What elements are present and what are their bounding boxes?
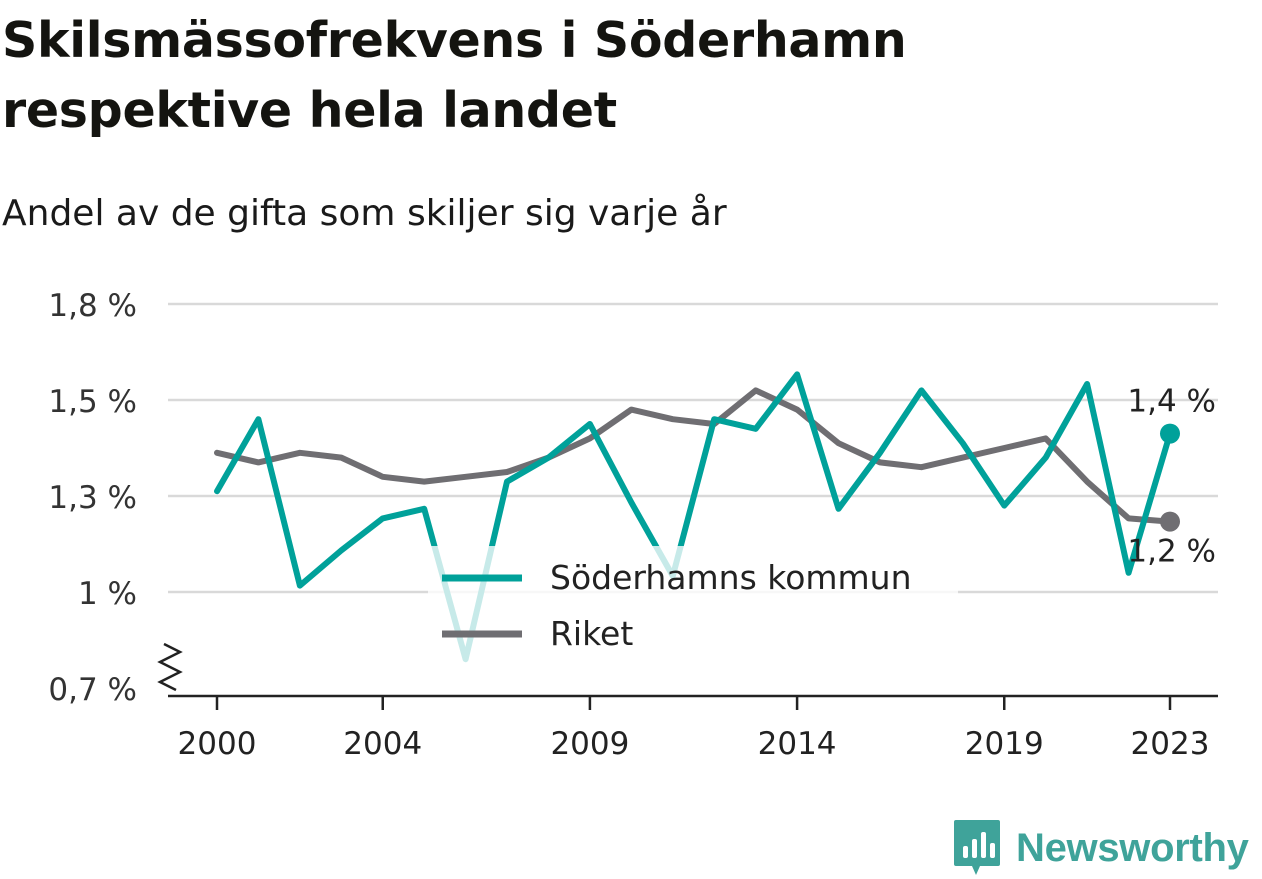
end-label: 1,4 % — [1127, 384, 1216, 420]
x-tick-label: 2014 — [758, 726, 837, 762]
brand: Newsworthy — [952, 818, 1249, 878]
x-tick-label: 2000 — [178, 726, 257, 762]
series-line — [214, 387, 1173, 525]
x-tick-label: 2023 — [1131, 726, 1210, 762]
series-lines — [214, 371, 1173, 663]
chart-subtitle: Andel av de gifta som skiljer sig varje … — [2, 193, 727, 234]
y-tick-label: 1,8 % — [48, 288, 137, 324]
y-tick-label: 1 % — [78, 576, 137, 612]
y-tick-label: 1,3 % — [48, 480, 137, 516]
series-line — [214, 371, 1173, 663]
x-axis: 2000 2004 2009 2014 2019 2023 — [157, 642, 1218, 762]
x-tick-label: 2019 — [965, 726, 1044, 762]
end-point — [1160, 423, 1180, 444]
legend-background — [428, 546, 958, 666]
legend-label: Riket — [550, 614, 633, 653]
y-tick-label: 1,5 % — [48, 384, 137, 420]
grid-lines — [168, 302, 1218, 594]
axis-break-icon — [157, 642, 183, 692]
y-tick-label: 0,7 % — [48, 672, 137, 708]
brand-name: Newsworthy — [1016, 825, 1249, 870]
newsworthy-logo-icon — [954, 820, 1000, 875]
end-point — [1160, 511, 1180, 532]
line-chart: 0,7 % 1 % 1,3 % 1,5 % 1,8 % 2000 2004 2009 2014… — [48, 288, 1218, 762]
legend: Söderhamns kommun Riket — [428, 546, 958, 666]
x-tick-label: 2004 — [343, 726, 422, 762]
end-label: 1,2 % — [1127, 534, 1216, 570]
y-axis-ticks: 0,7 % 1 % 1,3 % 1,5 % 1,8 % — [48, 288, 137, 708]
x-tick-label: 2009 — [550, 726, 629, 762]
chart-title: Skilsmässofrekvens i Söderhamn respektiv… — [2, 12, 907, 139]
end-labels: 1,4 % 1,2 % — [1127, 384, 1216, 570]
legend-label: Söderhamns kommun — [550, 558, 912, 597]
